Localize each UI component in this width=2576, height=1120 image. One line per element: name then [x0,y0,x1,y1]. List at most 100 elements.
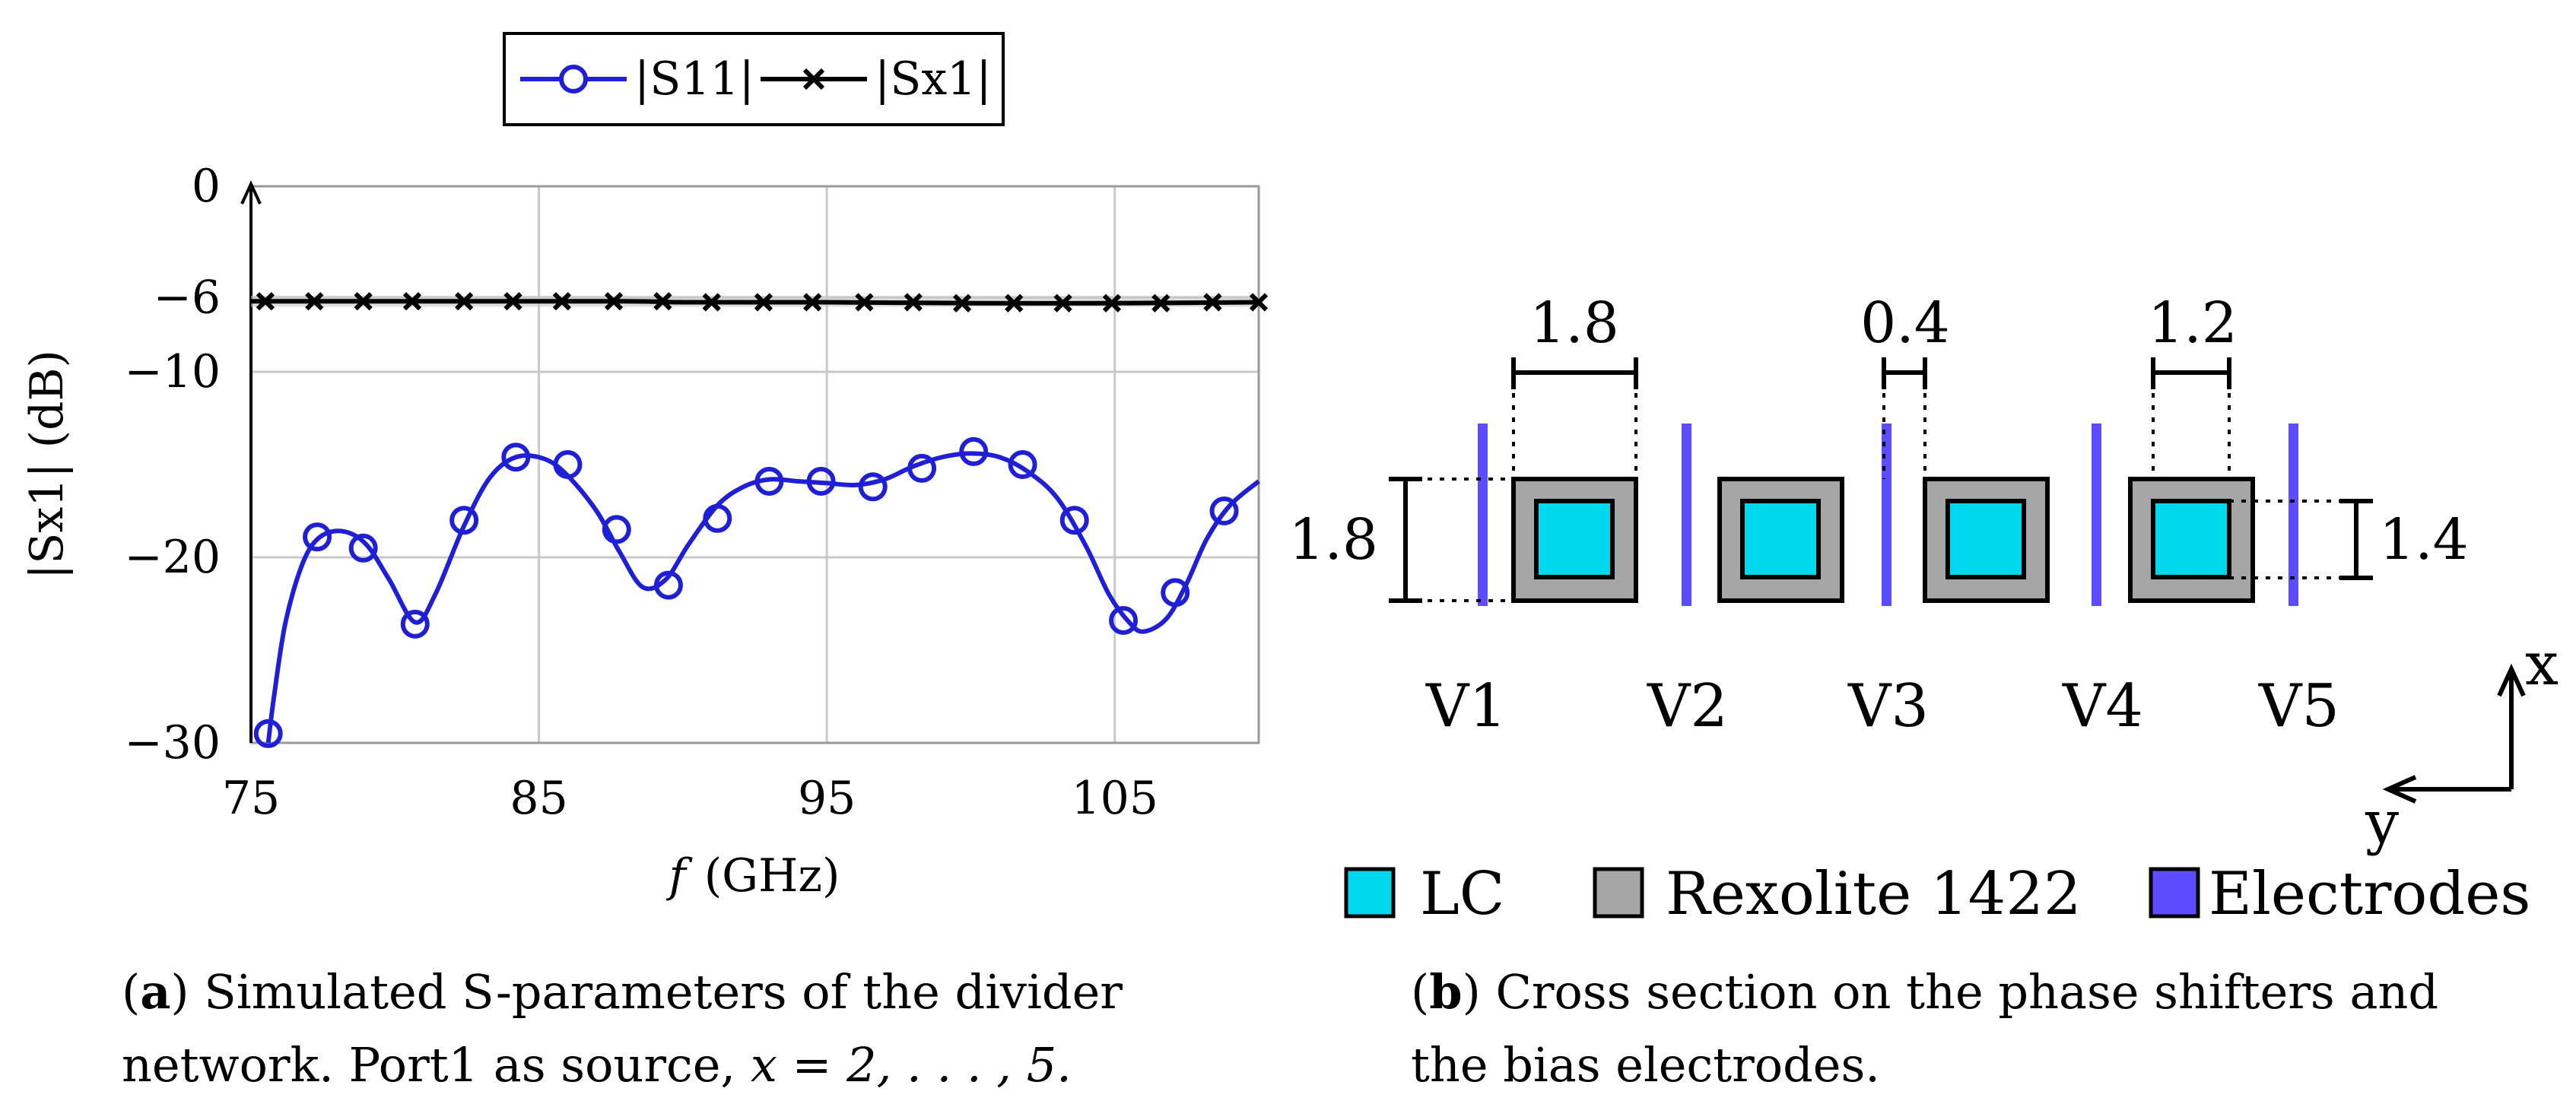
chart-legend: |S11| |Sx1| [503,32,1005,126]
legend-lc-swatch [1344,867,1396,919]
caption-b-line1: (b) Cross section on the phase shifters … [1411,964,2439,1020]
caption-a-line1: (a) Simulated S-parameters of the divide… [122,964,1123,1020]
dim-height-left [1389,477,1514,603]
electrode-v2 [1682,424,1691,606]
legend-electrodes-label: Electrodes [2209,860,2530,928]
dim-height-right [2229,499,2373,580]
series-s11-point [959,436,989,466]
x-axis-var: f [666,849,694,903]
y-tick-labels: 0 −6 −10 −20 −30 [124,160,221,769]
series-s11-point [703,503,732,533]
series-s11-point [400,609,430,639]
series-s11-point [553,450,583,479]
x-arrow-head [2497,663,2526,697]
series-s11-point [303,522,332,552]
x-tick-label: 95 [798,772,856,825]
chart-grid [249,185,1259,744]
series-s11-point [806,466,836,496]
series-s11-point [754,466,784,496]
caption-a-line2: network. Port1 as source, x = 2, . . . ,… [122,1034,1072,1096]
legend-s11-label: |S11| [634,52,754,106]
legend-s11-marker [559,65,588,94]
coordinate-axes [2382,663,2526,804]
dim-width-2-label: 0.4 [1860,290,1950,356]
series-s11-point [1008,450,1037,479]
series-sx1-point [354,292,373,311]
caption-b-label: b [1429,964,1463,1020]
x-tick-labels: 75 85 95 105 [222,772,1158,825]
dim-width-3 [2151,357,2231,479]
series-s11-point [348,533,378,563]
voltage-label-4: V4 [2062,672,2143,741]
series-s11-point [602,515,631,544]
caption-b-text1: ) Cross section on the phase shifters an… [1462,964,2439,1020]
shifter-4-lc [2151,499,2231,579]
voltage-label-5: V5 [2258,672,2339,741]
dim-width-1 [1511,357,1638,479]
shifter-2-lc [1740,499,1821,579]
dim-width-2 [1882,357,1927,479]
y-axis-arrow [240,180,262,205]
series-sx1-point [256,292,275,311]
caption-a-text2: network. Port1 as source, [122,1037,736,1093]
electrode-v4 [2092,424,2101,606]
series-sx1-point [402,292,422,311]
y-axis-label: |Sx1| (dB) [21,350,74,579]
chart-series [251,292,1269,748]
plot-frame [249,185,1260,744]
series-s11-point [907,453,937,483]
y-direction-label: y [2365,788,2399,857]
material-legend: LC Rexolite 1422 Electrodes [1344,860,2530,928]
dim-width-1-label: 1.8 [1529,290,1619,356]
legend-rexolite-label: Rexolite 1422 [1666,860,2082,928]
series-sx1-point [1151,293,1170,313]
x-axis-label: f (GHz) [666,849,840,903]
y-tick-label: −6 [154,271,221,324]
electrode-v5 [2289,424,2298,606]
x-axis-unit: (GHz) [704,849,840,903]
shifter-3-lc [1945,499,2026,579]
dim-height-left-label: 1.8 [1288,507,1378,573]
series-s11-point [1161,578,1190,608]
series-s11-point [1109,605,1139,635]
series-sx1-point [1053,293,1072,313]
y-arrow-head [2382,775,2417,804]
x-tick-label: 105 [1071,772,1158,825]
dim-width-3-label: 1.2 [2148,290,2238,356]
series-s11-point [653,570,683,600]
y-tick-label: −20 [124,531,221,584]
series-s11-point [1059,506,1089,535]
series-s11-point [1209,497,1239,525]
y-tick-label: 0 [192,160,221,213]
series-sx1-point [552,292,571,311]
series-s11-point [449,506,479,535]
series-s11-line [265,451,1260,744]
series-s11-point [253,719,283,748]
series-sx1-line [251,299,1259,306]
cross-section-diagram: 1.8 0.4 1.2 1.8 [1288,290,2559,928]
series-sx1-point [754,293,773,312]
series-sx1-point [904,293,923,312]
series-sx1-point [1005,293,1024,313]
series-sx1-point [503,292,523,311]
caption-b-line2: the bias electrodes. [1411,1034,1880,1096]
x-tick-label: 75 [222,772,280,825]
series-sx1-point [702,293,721,312]
legend-rexolite-swatch [1593,867,1644,919]
x-tick-label: 85 [510,772,567,825]
y-tick-label: −30 [124,716,221,769]
legend-sx1-label: |Sx1| [875,52,992,106]
voltage-label-3: V3 [1847,672,1929,741]
legend-lc-label: LC [1420,860,1504,928]
series-sx1-point [855,293,874,312]
electrode-v1 [1478,424,1488,606]
shifter-1-lc [1534,499,1615,579]
phase-shifters [1511,477,2255,603]
caption-a-label: a [140,964,171,1020]
legend-sx1-marker [802,68,825,90]
series-s11-point [858,472,888,502]
x-direction-label: x [2525,630,2559,699]
series-sx1-point [604,292,624,311]
legend-electrodes-swatch [2149,867,2200,919]
